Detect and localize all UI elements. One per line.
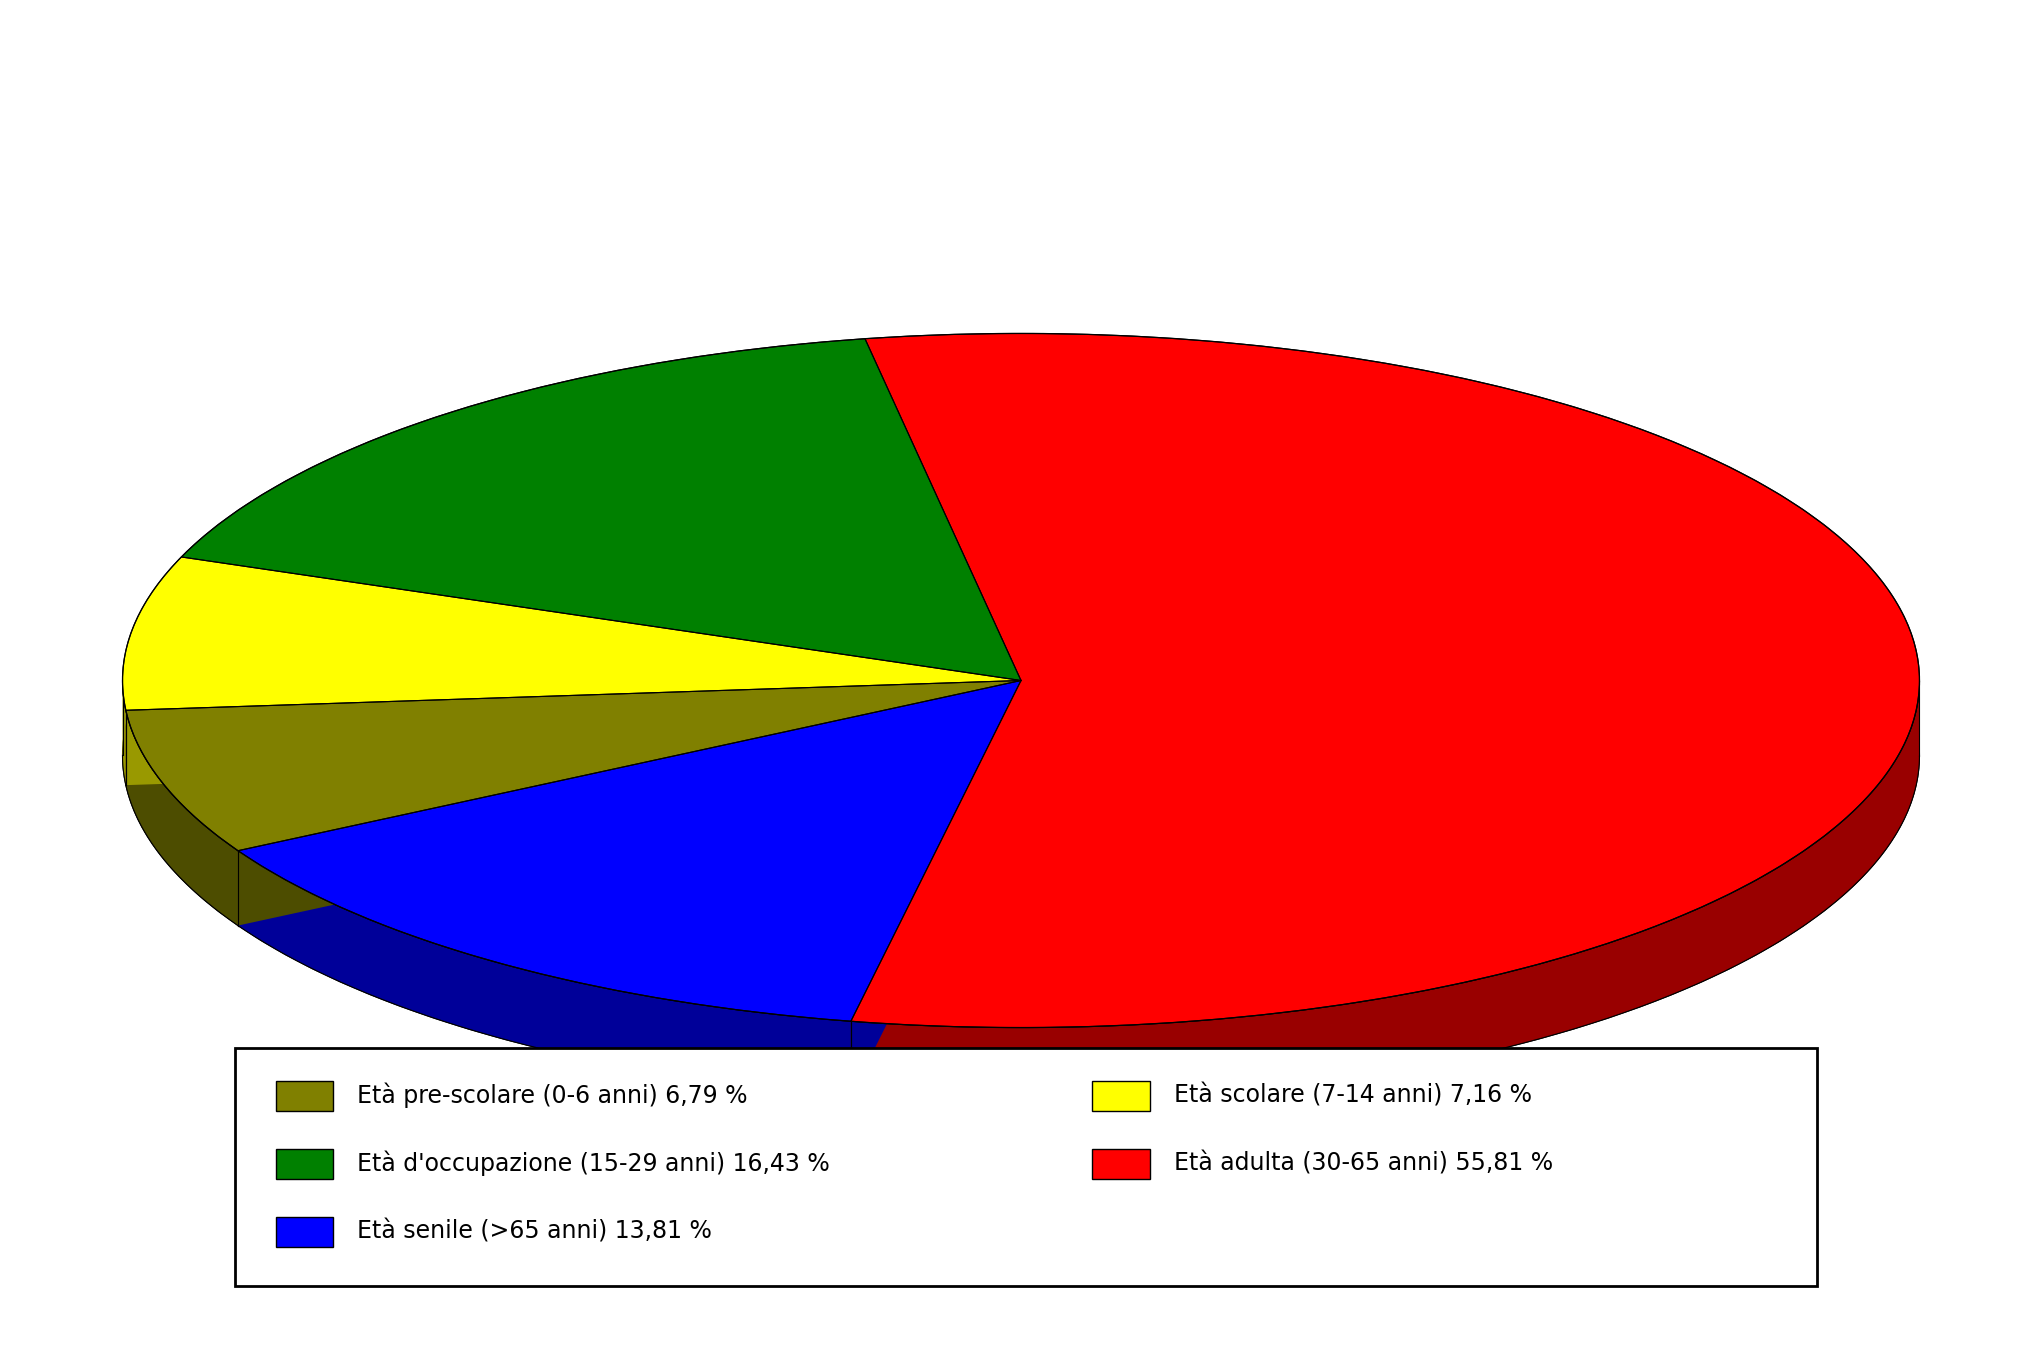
Polygon shape <box>127 680 1021 785</box>
Text: Età adulta (30-65 anni) 55,81 %: Età adulta (30-65 anni) 55,81 % <box>1174 1151 1554 1176</box>
Polygon shape <box>127 680 1021 851</box>
Text: Età d'occupazione (15-29 anni) 16,43 %: Età d'occupazione (15-29 anni) 16,43 % <box>357 1151 831 1176</box>
Polygon shape <box>127 680 1021 785</box>
Polygon shape <box>852 682 1919 1102</box>
Text: Età scolare (7-14 anni) 7,16 %: Età scolare (7-14 anni) 7,16 % <box>1174 1083 1532 1108</box>
Polygon shape <box>239 851 852 1096</box>
Polygon shape <box>239 680 1021 1021</box>
Ellipse shape <box>123 408 1919 1102</box>
Polygon shape <box>852 680 1021 1096</box>
Polygon shape <box>852 680 1021 1096</box>
Polygon shape <box>123 680 127 785</box>
Text: Età senile (>65 anni) 13,81 %: Età senile (>65 anni) 13,81 % <box>357 1219 713 1244</box>
FancyBboxPatch shape <box>235 1048 1817 1286</box>
Polygon shape <box>239 680 1021 925</box>
Polygon shape <box>127 710 239 925</box>
Polygon shape <box>123 557 1021 710</box>
Polygon shape <box>239 680 1021 925</box>
Bar <box>1092 1149 1150 1179</box>
Bar <box>276 1217 333 1247</box>
Polygon shape <box>852 333 1919 1028</box>
Bar <box>1092 1081 1150 1111</box>
Text: Età pre-scolare (0-6 anni) 6,79 %: Età pre-scolare (0-6 anni) 6,79 % <box>357 1083 747 1108</box>
Bar <box>276 1081 333 1111</box>
Bar <box>276 1149 333 1179</box>
Polygon shape <box>182 339 1021 680</box>
